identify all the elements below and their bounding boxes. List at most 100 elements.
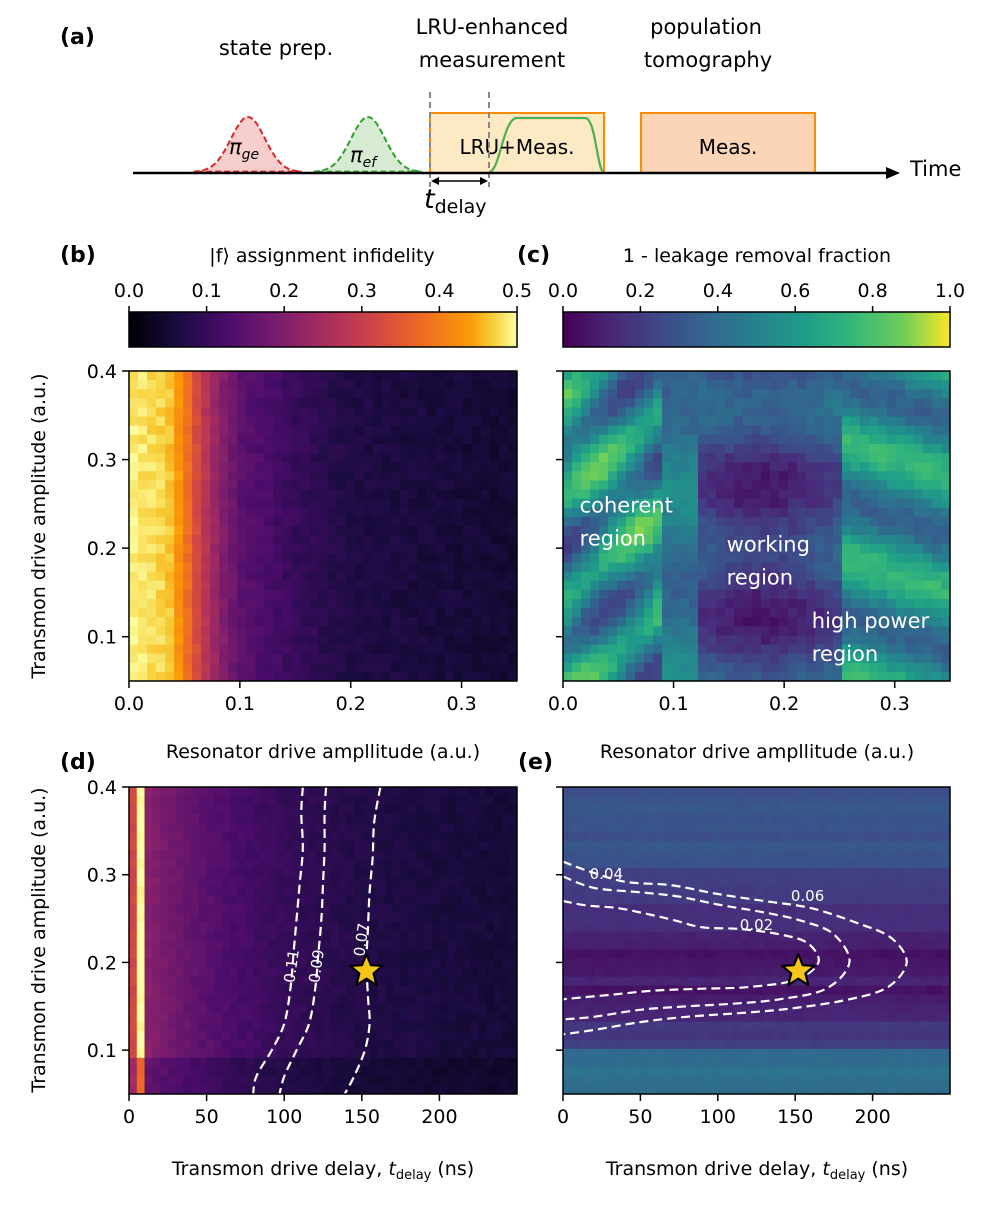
heat-cell <box>282 380 293 390</box>
heat-cell <box>470 985 479 996</box>
heat-cell <box>716 635 726 646</box>
heat-cell <box>752 644 762 655</box>
heat-cell <box>454 877 464 887</box>
heat-cell <box>291 507 302 518</box>
heat-cell <box>214 904 223 915</box>
heat-cell <box>354 471 365 482</box>
heat-cell <box>860 644 870 655</box>
heat-cell <box>779 489 789 500</box>
heat-cell <box>246 416 256 427</box>
heat-cell <box>644 480 654 491</box>
heat-cell <box>662 544 672 554</box>
heat-cell <box>435 480 446 491</box>
heat-cell <box>788 626 798 637</box>
heat-cell <box>416 931 425 942</box>
heat-cell <box>435 662 446 673</box>
heat-cell <box>905 371 915 381</box>
heat-cell <box>802 796 812 806</box>
heat-cell <box>228 617 238 627</box>
heat-cell <box>323 841 332 851</box>
heat-cell <box>237 598 247 609</box>
heat-cell <box>361 886 371 896</box>
heat-cell <box>770 526 780 536</box>
heat-cell <box>345 453 356 463</box>
heat-cell <box>198 1039 208 1050</box>
heat-cell <box>354 1021 363 1032</box>
heat-cell <box>408 823 417 833</box>
heat-cell <box>372 617 383 627</box>
heat-cell <box>336 407 347 418</box>
heat-cell <box>284 922 293 933</box>
heat-cell <box>698 626 708 637</box>
heat-cell <box>318 507 329 518</box>
heat-cell <box>725 608 735 618</box>
heat-cell <box>255 544 265 554</box>
heat-cell <box>478 967 487 978</box>
heat-cell <box>318 398 329 409</box>
heat-cell <box>795 787 804 797</box>
heat-cell <box>626 462 636 472</box>
heat-cell <box>453 626 464 637</box>
heat-cell <box>725 671 735 681</box>
heat-cell <box>447 1039 456 1050</box>
heat-cell <box>330 985 340 996</box>
heat-cell <box>426 380 437 390</box>
heat-cell <box>787 787 796 797</box>
heat-cell <box>779 398 789 409</box>
heat-cell <box>245 1030 254 1041</box>
heat-cell <box>167 868 177 878</box>
heat-cell <box>779 823 789 833</box>
heat-cell <box>447 949 456 960</box>
heat-cell <box>222 1012 231 1023</box>
heat-cell <box>264 416 274 427</box>
heat-cell <box>174 671 184 681</box>
heat-cell <box>887 407 897 418</box>
heat-cell <box>300 589 311 600</box>
heat-cell <box>599 653 609 664</box>
heat-cell <box>390 371 401 381</box>
heat-cell <box>416 841 425 851</box>
heat-cell <box>761 653 771 664</box>
heat-cell <box>470 832 479 842</box>
heat-cell <box>210 462 220 472</box>
heat-cell <box>725 380 735 390</box>
heat-cell <box>237 922 246 933</box>
heat-cell <box>617 526 627 536</box>
heat-cell <box>462 644 473 655</box>
heat-cell <box>851 544 861 554</box>
heat-cell <box>795 814 804 824</box>
heat-cell <box>609 832 618 842</box>
heat-cell <box>291 1066 301 1077</box>
heat-cell <box>453 489 464 500</box>
heat-cell <box>315 850 324 860</box>
heat-cell <box>417 407 428 418</box>
heat-cell <box>896 407 906 418</box>
heat-cell <box>260 895 270 905</box>
heat-cell <box>284 796 293 806</box>
heat-cell <box>291 571 302 582</box>
heat-cell <box>431 805 440 815</box>
heat-cell <box>276 823 285 833</box>
heat-cell <box>400 931 409 942</box>
heat-cell <box>253 841 262 851</box>
heat-cell <box>454 823 464 833</box>
heat-cell <box>462 994 472 1005</box>
heat-cell <box>300 380 311 390</box>
heat-cell <box>698 644 708 655</box>
heat-cell <box>346 1012 355 1023</box>
heat-cell <box>653 662 663 673</box>
heat-cell <box>336 480 347 491</box>
heat-cell <box>246 453 256 463</box>
heat-cell <box>183 598 193 609</box>
heat-cell <box>377 805 386 815</box>
heat-cell <box>788 453 798 463</box>
heat-cell <box>346 859 355 869</box>
heat-cell <box>338 1021 347 1032</box>
heat-cell <box>680 443 690 454</box>
heat-cell <box>888 823 897 833</box>
heat-cell <box>581 453 591 463</box>
heat-cell <box>282 462 293 472</box>
heat-cell <box>381 425 392 436</box>
heat-cell <box>462 425 473 436</box>
heat-cell <box>129 1057 138 1068</box>
